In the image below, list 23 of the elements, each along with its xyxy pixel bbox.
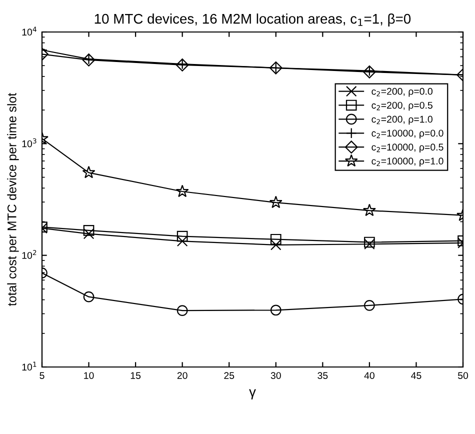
legend-label: c$_{2}$=200, ρ=0.5 (372, 102, 432, 111)
x-tick-label: 25 (224, 372, 234, 379)
x-tick-label: 45 (411, 372, 422, 379)
x-tick-label: 50 (458, 372, 468, 379)
x-tick-label: 20 (177, 372, 188, 379)
legend-label: c$_{2}$=10000, ρ=1.0 (372, 158, 444, 166)
x-tick-label: 35 (318, 372, 328, 379)
y-tick-label: 10$^{3}$ (22, 138, 36, 148)
x-tick-label: 30 (270, 372, 281, 379)
chart-title: 10 MTC devices, 16 M2M location areas, c$_{1}$=1, β=0 (94, 14, 411, 26)
y-tick-label: 10$^{1}$ (22, 362, 36, 371)
y-axis-title: total cost per MTC device per time slot (7, 92, 19, 306)
x-axis-title: γ (249, 389, 256, 400)
x-tick-label: 15 (130, 372, 141, 379)
x-tick-label: 5 (40, 372, 44, 379)
legend-label: c$_{2}$=200, ρ=1.0 (372, 116, 432, 125)
x-tick-label: 40 (364, 372, 374, 379)
x-tick-label: 10 (84, 372, 94, 379)
legend-label: c$_{2}$=200, ρ=0.0 (372, 88, 432, 97)
y-tick-label: 10$^{2}$ (22, 250, 36, 259)
y-tick-label: 10$^{4}$ (22, 26, 36, 36)
legend-label: c$_{2}$=10000, ρ=0.5 (372, 144, 444, 152)
legend-label: c$_{2}$=10000, ρ=0.0 (372, 130, 444, 139)
